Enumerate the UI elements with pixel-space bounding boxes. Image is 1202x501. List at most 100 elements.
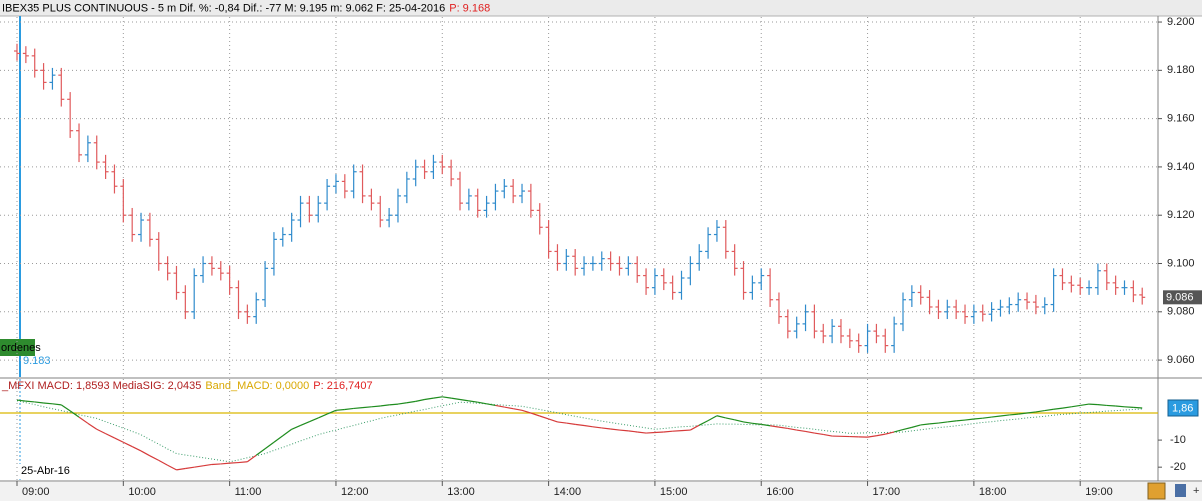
ohlc-bar (962, 304, 969, 324)
ohlc-bar (802, 304, 809, 332)
ohlc-bar (935, 299, 942, 320)
y-tick-label: 9.180 (1167, 64, 1195, 76)
macd-segment (743, 421, 753, 424)
ohlc-bar (235, 280, 242, 320)
macd-segment (1062, 406, 1072, 409)
ohlc-bar (997, 299, 1004, 317)
cursor-price: 9.183 (23, 355, 51, 367)
macd-segment (583, 424, 593, 428)
date-label: 25-Abr-16 (21, 465, 70, 477)
ohlc-bar (1041, 297, 1048, 315)
macd-segment (1026, 411, 1036, 414)
macd-segment (1133, 406, 1143, 409)
save-button[interactable] (1175, 484, 1186, 497)
ohlc-bar (510, 178, 517, 204)
macd-segment (1124, 406, 1134, 408)
macd-segment (504, 406, 514, 410)
ohlc-bar (678, 270, 685, 300)
ohlc-bar (713, 220, 720, 242)
macd-segment (1044, 408, 1054, 412)
ohlc-bar (297, 195, 304, 228)
macd-segment (167, 464, 177, 471)
macd-segment (557, 421, 567, 424)
x-tick-label: 18:00 (979, 486, 1007, 498)
ohlc-bar (572, 249, 579, 276)
macd-segment (176, 467, 186, 471)
y-tick-label: 9.160 (1167, 113, 1195, 125)
macd-segment (654, 431, 664, 434)
ohlc-bar (775, 292, 782, 324)
macd-segment (681, 429, 691, 432)
ohlc-bar (173, 265, 180, 300)
macd-segment (902, 426, 913, 431)
macd-segment (397, 402, 407, 405)
macd-segment (752, 422, 762, 425)
macd-segment (690, 424, 700, 431)
title-price: P: 9.168 (449, 2, 490, 14)
ohlc-bar (970, 304, 977, 324)
macd-segment (229, 461, 239, 464)
macd-segment (637, 431, 647, 434)
macd-segment (185, 466, 195, 470)
macd-segment (911, 424, 921, 428)
indicator-title: _MFXI MACD: 1,8593 MediaSIG: 2,0435 Band_… (1, 380, 373, 392)
ohlc-bar (740, 261, 747, 300)
ohlc-bar (270, 232, 277, 276)
ohlc-bar (138, 212, 145, 242)
ohlc-bar (84, 135, 91, 163)
ohlc-bar (430, 154, 437, 179)
macd-segment (513, 408, 523, 411)
macd-segment (34, 401, 44, 404)
ohlc-bar (421, 159, 428, 179)
macd-segment (468, 400, 478, 403)
ohlc-bar (837, 319, 844, 344)
ohlc-bar (1050, 268, 1057, 312)
macd-segment (389, 403, 399, 406)
last-price-label: 9.086 (1166, 292, 1194, 304)
ohlc-bar (944, 299, 951, 320)
ohlc-bar (581, 256, 588, 276)
ohlc-bar (1059, 268, 1066, 291)
ohlc-bar (501, 178, 508, 199)
macd-segment (78, 416, 89, 424)
tool-button[interactable] (1147, 482, 1166, 500)
macd-segment (823, 433, 833, 437)
macd-segment (592, 426, 602, 429)
macd-segment (353, 407, 363, 410)
macd-segment (282, 428, 293, 437)
x-tick-label: 11:00 (235, 486, 262, 498)
macd-segment (725, 417, 735, 421)
macd-segment (87, 422, 98, 430)
macd-segment (805, 430, 815, 434)
ohlc-bar (536, 203, 543, 235)
macd-segment (539, 415, 549, 420)
macd-segment (140, 450, 151, 457)
ohlc-bar (1032, 294, 1039, 315)
ohlc-bar (1139, 287, 1146, 305)
macd-segment (601, 427, 611, 430)
macd-segment (628, 430, 638, 433)
macd-segment (796, 429, 806, 433)
macd-segment (876, 433, 886, 437)
ohlc-bar (917, 285, 924, 305)
ohlc-bar (377, 195, 384, 228)
macd-segment (707, 415, 718, 422)
macd-segment (610, 428, 620, 431)
orders-tag-bg (0, 339, 35, 356)
ohlc-bar (598, 251, 605, 271)
macd-segment (326, 409, 337, 415)
macd-segment (770, 425, 780, 428)
ohlc-bar (288, 212, 295, 242)
macd-segment (273, 435, 284, 443)
macd-segment (575, 423, 585, 427)
ohlc-bar (40, 63, 47, 90)
macd-segment (318, 413, 328, 419)
macd-segment (158, 459, 168, 466)
ohlc-bar (129, 207, 136, 242)
ohlc-bar (208, 256, 215, 276)
macd-segment (1080, 403, 1090, 407)
macd-segment (1097, 404, 1107, 407)
ohlc-bar (873, 323, 880, 344)
expand-button[interactable]: + (1193, 485, 1199, 497)
